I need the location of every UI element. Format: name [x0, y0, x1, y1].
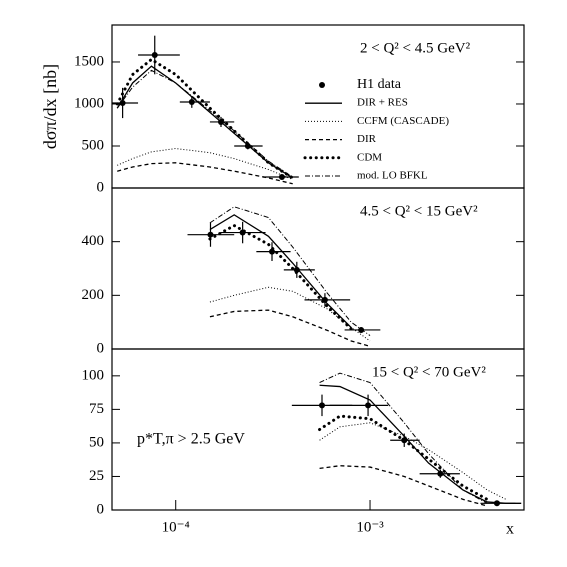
panel-title: 4.5 < Q² < 15 GeV² — [360, 203, 478, 219]
legend-label: DIR + RES — [357, 97, 408, 109]
curve — [319, 465, 488, 507]
data-point — [437, 470, 444, 477]
data-point — [365, 402, 372, 409]
curve — [209, 214, 352, 328]
curve — [117, 148, 293, 181]
y-tick-label: 1000 — [74, 95, 104, 111]
x-tick-label: 10⁻⁴ — [162, 519, 190, 535]
data-point — [278, 173, 285, 180]
data-point — [358, 326, 365, 333]
curve — [115, 57, 295, 180]
curve — [116, 69, 293, 178]
legend-label: DIR — [357, 133, 377, 145]
y-tick-label: 75 — [89, 401, 104, 417]
data-point — [293, 266, 300, 273]
y-tick-label: 0 — [97, 179, 105, 195]
y-tick-label: 400 — [82, 233, 105, 249]
curve — [319, 372, 488, 504]
legend-label: CCFM (CASCADE) — [357, 115, 449, 127]
y-tick-label: 25 — [89, 468, 104, 484]
data-point — [188, 98, 195, 105]
x-axis-label: x — [506, 521, 514, 538]
curve — [318, 414, 489, 501]
data-point — [151, 51, 158, 58]
legend-marker — [319, 82, 325, 88]
curve — [208, 223, 353, 331]
panel-frame — [111, 348, 525, 511]
y-tick-label: 100 — [82, 367, 105, 383]
data-point — [318, 402, 325, 409]
y-tick-label: 200 — [82, 287, 105, 303]
y-axis-label: dσπ/dx [nb] — [40, 64, 60, 149]
y-tick-label: 50 — [89, 434, 104, 450]
curve — [117, 162, 293, 185]
legend-label: CDM — [357, 151, 382, 163]
data-point — [207, 231, 214, 238]
panel-title: 2 < Q² < 4.5 GeV² — [360, 40, 471, 56]
legend-label: H1 data — [357, 77, 402, 92]
x-tick-label: 10⁻³ — [356, 519, 384, 535]
y-tick-label: 0 — [97, 501, 105, 517]
curve — [209, 286, 371, 342]
panel-title: 15 < Q² < 70 GeV² — [372, 364, 486, 380]
curve — [319, 384, 522, 504]
data-point — [269, 248, 276, 255]
y-tick-label: 1500 — [74, 53, 104, 69]
annotation: p*T,π > 2.5 GeV — [137, 431, 245, 448]
curve — [209, 309, 371, 347]
curve — [319, 422, 507, 500]
curve — [209, 206, 371, 336]
y-tick-label: 500 — [82, 137, 105, 153]
y-tick-label: 0 — [97, 340, 105, 356]
legend-label: mod. LO BFKL — [357, 170, 428, 182]
